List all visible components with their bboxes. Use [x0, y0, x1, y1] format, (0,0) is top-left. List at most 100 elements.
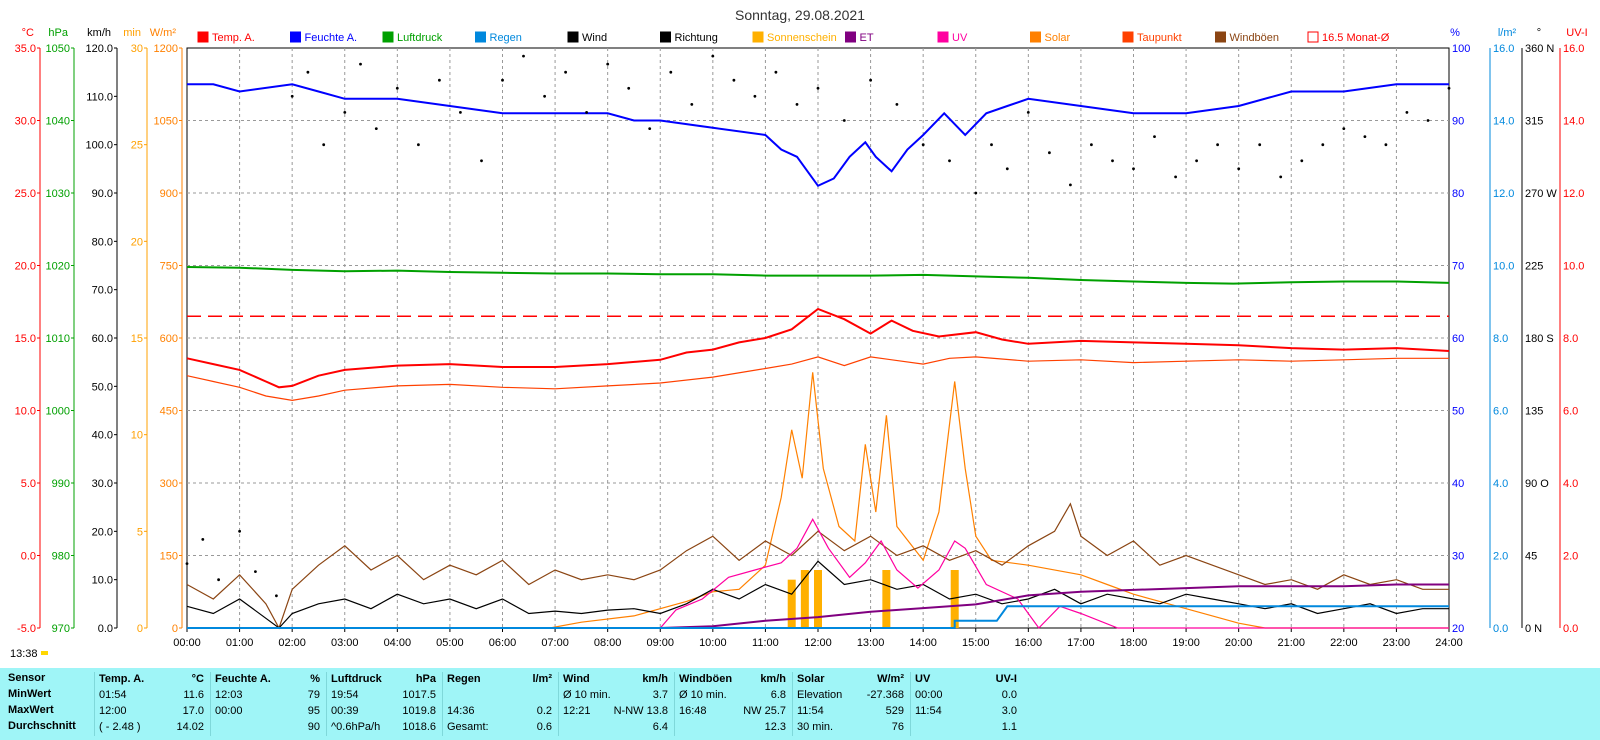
axis-tick-label-left: 90.0	[92, 188, 113, 200]
x-tick-label: 02:00	[278, 637, 306, 649]
x-axis: 00:00 01:00 02:00 03:00 04:00 05:00 06:00 07:00…	[173, 628, 1463, 649]
series-line-solar	[187, 372, 1449, 629]
axis-tick-label-left: 990	[52, 478, 70, 490]
stats-cell: 12:00 17.0	[94, 704, 210, 720]
time-marker: 13:38	[10, 648, 48, 660]
wind-direction-dot	[275, 594, 278, 598]
wind-direction-dot	[290, 94, 294, 98]
axis-tick-label-left: 1050	[154, 116, 178, 128]
axis-tick-label-left: 80.0	[92, 236, 113, 248]
stats-cell	[442, 688, 558, 704]
x-tick-label: 00:00	[173, 637, 201, 649]
axis-tick-label-right: 0.0	[1493, 623, 1508, 635]
x-tick-label: 10:00	[699, 637, 727, 649]
axis-tick-label-right: 10.0	[1563, 261, 1584, 273]
stats-cell: ^0.6hPa/h 1018.6	[326, 720, 442, 736]
axis-tick-label-left: 30	[131, 43, 143, 55]
axis-tick-label-left: 0.0	[21, 551, 36, 563]
axis-tick-label-left: 5	[137, 526, 143, 538]
legend-swatch	[567, 31, 579, 43]
stats-cell: Gesamt: 0.6	[442, 720, 558, 736]
legend-label: Richtung	[675, 32, 718, 44]
series-line-regen	[187, 605, 1449, 629]
wind-direction-dot	[1005, 167, 1009, 171]
axis-tick-label-right: 8.0	[1563, 333, 1578, 345]
grid	[187, 48, 1449, 628]
stats-cell: 16:48 NW 25.7	[674, 704, 792, 720]
x-tick-label: 17:00	[1067, 637, 1095, 649]
stats-cell: 19:54 1017.5	[326, 688, 442, 704]
stats-cell: Ø 10 min. 3.7	[558, 688, 674, 704]
wind-direction-dot	[1300, 159, 1304, 163]
x-tick-label: 14:00	[909, 637, 937, 649]
wind-direction-dot	[948, 159, 951, 163]
x-tick-label: 23:00	[1383, 637, 1411, 649]
axis-tick-label-left: 50.0	[92, 381, 113, 393]
axis-tick-label-left: 900	[160, 188, 178, 200]
wind-direction-dot	[1447, 86, 1451, 90]
stats-cell: ( - 2.48 ) 14.02	[94, 720, 210, 736]
axis-tick-label-left: 980	[52, 551, 70, 563]
axis-tick-label-right: 6.0	[1493, 406, 1508, 418]
axis-tick-label-right: 45	[1525, 551, 1537, 563]
sunshine-bar	[882, 570, 891, 628]
stats-cell: 00:00 95	[210, 704, 326, 720]
x-tick-label: 05:00	[436, 637, 464, 649]
wind-direction-dot	[627, 86, 631, 90]
axis-tick-label-right: 40	[1452, 478, 1464, 490]
x-tick-label: 15:00	[962, 637, 990, 649]
legend-label: Taupunkt	[1137, 32, 1182, 44]
legend: Temp. A. Feuchte A. Luftdruck Regen Wind Rich…	[197, 31, 1390, 44]
wind-direction-dot	[585, 111, 588, 114]
stats-panel: Sensor Temp. A. °C Feuchte A.% Luftdruck h…	[0, 668, 1600, 740]
legend-swatch	[475, 31, 486, 43]
axis-tick-label-right: 12.0	[1563, 188, 1584, 200]
wind-direction-dot	[869, 78, 872, 82]
stats-cell: 00:00 0.0	[910, 688, 1023, 704]
series-line-wind	[186, 560, 1449, 629]
series-line-et	[187, 583, 1449, 629]
wind-direction-dot	[1153, 135, 1156, 139]
series-line-uv	[187, 518, 1449, 629]
axis-tick-label-left: 970	[52, 623, 70, 635]
wind-direction-dot	[669, 70, 673, 74]
x-tick-label: 12:00	[804, 637, 832, 649]
legend-label: 16.5 Monat-Ø	[1322, 32, 1390, 44]
axis-tick-label-left: 70.0	[92, 285, 113, 297]
wind-direction-dot	[322, 143, 326, 147]
legend-swatch	[1215, 31, 1226, 43]
axis-tick-label-left: 30.0	[15, 116, 36, 128]
axis-unit-left: W/m²	[150, 27, 177, 39]
wind-direction-dot	[1363, 135, 1367, 139]
axis-tick-label-right: 2.0	[1563, 551, 1578, 563]
axis-tick-label-right: 14.0	[1493, 116, 1514, 128]
series-line-temp--a-	[186, 307, 1450, 389]
stats-cell: 11:54 3.0	[910, 704, 1023, 720]
axis-tick-label-right: 225	[1525, 261, 1543, 273]
wind-direction-dot	[990, 143, 993, 147]
legend-swatch	[382, 31, 394, 43]
legend-label: Wind	[582, 32, 607, 44]
weather-chart: Sonntag, 29.08.2021 Temp. A. Feuchte A. Lu…	[10, 7, 1588, 660]
legend-label: ET	[860, 32, 874, 44]
axis-tick-label-left: 10.0	[92, 575, 113, 587]
stats-header-solar: Solar W/m²	[792, 672, 910, 688]
axis-tick-label-left: 5.0	[21, 478, 36, 490]
time-marker-label: 13:38	[10, 648, 38, 660]
legend-swatch	[752, 31, 764, 43]
wind-direction-dot	[1321, 143, 1325, 147]
right-axes: % 100 90 80 70 60 50 40 30 20 l/m² 16.0 14.0 12.0 10.0…	[1450, 27, 1588, 635]
axis-tick-label-right: 90	[1452, 116, 1464, 128]
time-marker-icon	[41, 651, 48, 655]
wind-direction-dot	[753, 94, 757, 98]
axis-tick-label-left: 0	[172, 623, 178, 635]
x-tick-label: 22:00	[1330, 637, 1358, 649]
axis-tick-label-left: 25.0	[15, 188, 36, 200]
axis-tick-label-right: 60	[1452, 333, 1464, 345]
wind-direction-dot	[1384, 143, 1388, 147]
axis-tick-label-left: 10	[131, 430, 143, 442]
wind-direction-dot	[238, 529, 242, 533]
series-line-windb-en	[186, 502, 1449, 630]
axis-unit-right: l/m²	[1498, 27, 1517, 39]
wind-direction-dot	[543, 94, 546, 98]
